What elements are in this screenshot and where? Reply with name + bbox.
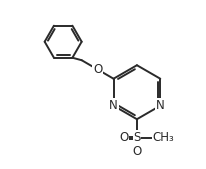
Text: O: O [118, 131, 128, 144]
Text: N: N [155, 99, 164, 112]
Text: N: N [109, 99, 117, 112]
Text: S: S [133, 131, 140, 144]
Text: O: O [132, 144, 141, 158]
Text: CH₃: CH₃ [152, 131, 174, 144]
Text: O: O [92, 63, 102, 76]
